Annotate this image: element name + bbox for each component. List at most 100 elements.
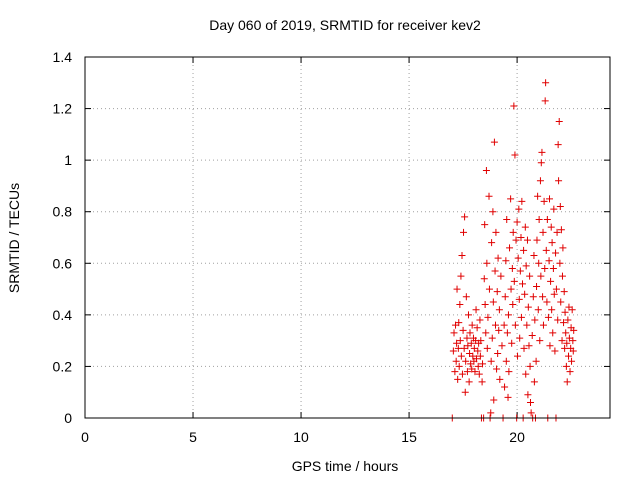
data-point (464, 311, 472, 319)
data-point (475, 370, 483, 378)
data-point (520, 246, 528, 254)
data-point (565, 352, 573, 360)
data-point (456, 337, 464, 345)
data-point (465, 378, 473, 386)
data-point (459, 326, 467, 334)
data-point (534, 192, 542, 200)
data-point (570, 326, 578, 334)
data-point (485, 192, 493, 200)
data-point (560, 319, 568, 327)
data-point (483, 259, 491, 267)
data-point (559, 244, 567, 252)
data-point (452, 357, 460, 365)
data-point (520, 344, 528, 352)
data-point (504, 311, 512, 319)
data-point (451, 368, 459, 376)
data-point (515, 295, 523, 303)
data-point (537, 272, 545, 280)
data-point (484, 313, 492, 321)
data-point (491, 321, 499, 329)
data-point (544, 313, 552, 321)
data-point (468, 321, 476, 329)
data-point (554, 141, 562, 149)
data-point (489, 208, 497, 216)
data-point (546, 342, 554, 350)
data-point (523, 321, 531, 329)
data-point (507, 285, 515, 293)
data-point (513, 218, 521, 226)
data-point (505, 368, 513, 376)
data-point (545, 257, 553, 265)
data-point (560, 288, 568, 296)
data-point (509, 301, 517, 309)
data-point (528, 331, 536, 339)
data-point (540, 197, 548, 205)
data-point (522, 262, 530, 270)
data-point (487, 409, 495, 417)
data-point (455, 362, 463, 370)
data-point (514, 352, 522, 360)
data-point (527, 409, 535, 417)
data-point (507, 195, 515, 203)
data-point (569, 337, 577, 345)
data-point (457, 352, 465, 360)
data-point (453, 285, 461, 293)
data-point (522, 370, 530, 378)
data-point (525, 342, 533, 350)
data-point (481, 221, 489, 229)
data-point (553, 228, 561, 236)
data-point (519, 280, 526, 288)
data-point (512, 236, 520, 244)
x-axis-title: GPS time / hours (292, 458, 399, 474)
data-point (454, 344, 462, 352)
data-point (479, 360, 487, 368)
data-point (568, 357, 576, 365)
data-point (532, 357, 540, 365)
data-point (556, 259, 564, 267)
data-point (457, 272, 465, 280)
y-tick-label: 1 (64, 152, 72, 168)
data-point (538, 148, 546, 156)
data-point (502, 257, 510, 265)
y-tick-label: 0.6 (53, 255, 73, 271)
data-point (537, 159, 545, 167)
data-point (483, 344, 491, 352)
data-point (549, 264, 557, 272)
data-point (489, 298, 497, 306)
data-point (541, 264, 549, 272)
data-point (547, 277, 555, 285)
data-point (543, 215, 551, 223)
data-point (458, 370, 466, 378)
data-point (548, 239, 556, 247)
data-point (485, 285, 493, 293)
data-point (503, 215, 511, 223)
data-point (556, 203, 564, 211)
data-point (561, 308, 569, 316)
data-point (531, 316, 539, 324)
data-point (517, 234, 525, 241)
data-point (566, 368, 574, 376)
data-point (549, 329, 557, 337)
data-point (503, 329, 511, 337)
data-point (555, 117, 563, 125)
data-point (471, 368, 479, 376)
data-point (533, 236, 541, 244)
data-point (500, 321, 508, 329)
data-point (516, 334, 524, 342)
data-point (526, 362, 534, 370)
data-point (495, 306, 503, 314)
data-point (456, 301, 464, 309)
data-point (508, 264, 516, 272)
data-point (472, 355, 480, 363)
data-point (450, 329, 458, 337)
data-point (517, 313, 525, 321)
x-tick-label: 15 (401, 429, 417, 445)
data-point (467, 339, 475, 347)
data-point (476, 316, 484, 324)
data-point (509, 228, 517, 236)
data-point (563, 378, 571, 386)
data-point (514, 254, 522, 262)
data-point (511, 321, 519, 329)
labels-layer: 0 5 10 15 20 0 0.2 0.4 0.6 0.8 1 1.2 1.4 (53, 49, 526, 445)
data-point (524, 391, 532, 399)
